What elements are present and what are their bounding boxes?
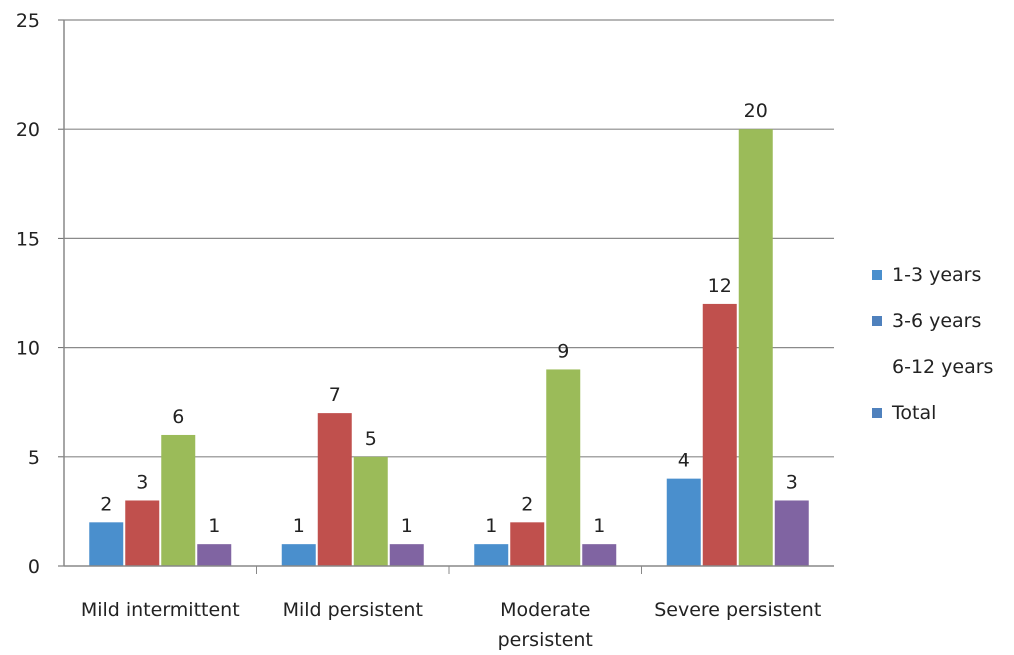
legend-item: 6-12 years — [872, 344, 993, 390]
y-tick-label: 20 — [16, 119, 40, 141]
bar — [702, 303, 737, 566]
bar — [317, 413, 352, 566]
legend: 1-3 years 3-6 years 6-12 years Total — [872, 252, 993, 436]
legend-item: 3-6 years — [872, 298, 993, 344]
legend-label: Total — [892, 402, 937, 424]
bar — [666, 478, 701, 566]
bar — [89, 522, 124, 566]
data-label: 4 — [678, 450, 690, 472]
bar — [582, 544, 617, 566]
bar — [353, 456, 388, 566]
bar — [125, 500, 160, 566]
y-axis-ticks: 0 5 10 15 20 25 — [16, 10, 64, 578]
bar — [197, 544, 232, 566]
bar — [510, 522, 545, 566]
legend-swatch — [872, 270, 882, 280]
x-category-label: persistent — [498, 629, 593, 651]
data-label: 3 — [786, 471, 798, 493]
data-label: 1 — [208, 515, 220, 537]
data-label: 1 — [293, 515, 305, 537]
x-category-label: Mild intermittent — [81, 599, 240, 621]
legend-swatch — [872, 408, 882, 418]
data-label: 6 — [172, 406, 184, 428]
y-tick-label: 10 — [16, 338, 40, 360]
data-label: 7 — [329, 384, 341, 406]
data-label: 2 — [100, 493, 112, 515]
data-label: 12 — [708, 275, 732, 297]
x-category-label: Severe persistent — [654, 599, 821, 621]
data-label: 9 — [557, 340, 569, 362]
data-label: 1 — [485, 515, 497, 537]
bar — [281, 544, 316, 566]
legend-item: 1-3 years — [872, 252, 993, 298]
x-category-label: Mild persistent — [283, 599, 423, 621]
bar — [738, 129, 773, 566]
y-tick-label: 25 — [16, 10, 40, 32]
legend-swatch — [872, 316, 882, 326]
bar — [389, 544, 424, 566]
data-label: 5 — [365, 428, 377, 450]
legend-label: 6-12 years — [892, 356, 994, 378]
bar — [161, 434, 196, 566]
legend-label: 3-6 years — [892, 310, 982, 332]
legend-label: 1-3 years — [892, 264, 982, 286]
y-tick-label: 5 — [28, 447, 40, 469]
data-label: 1 — [593, 515, 605, 537]
data-label: 2 — [521, 493, 533, 515]
y-tick-label: 15 — [16, 228, 40, 250]
bar — [474, 544, 509, 566]
data-label: 3 — [136, 471, 148, 493]
data-label: 1 — [401, 515, 413, 537]
y-tick-label: 0 — [28, 556, 40, 578]
x-category-label: Moderate — [500, 599, 590, 621]
legend-swatch — [872, 362, 882, 372]
bars — [89, 129, 809, 566]
bar — [774, 500, 809, 566]
bar — [546, 369, 581, 566]
x-axis-categories: Mild intermittent Mild persistent Moderate… — [81, 566, 821, 651]
data-label: 20 — [744, 100, 768, 122]
legend-item: Total — [872, 390, 993, 436]
